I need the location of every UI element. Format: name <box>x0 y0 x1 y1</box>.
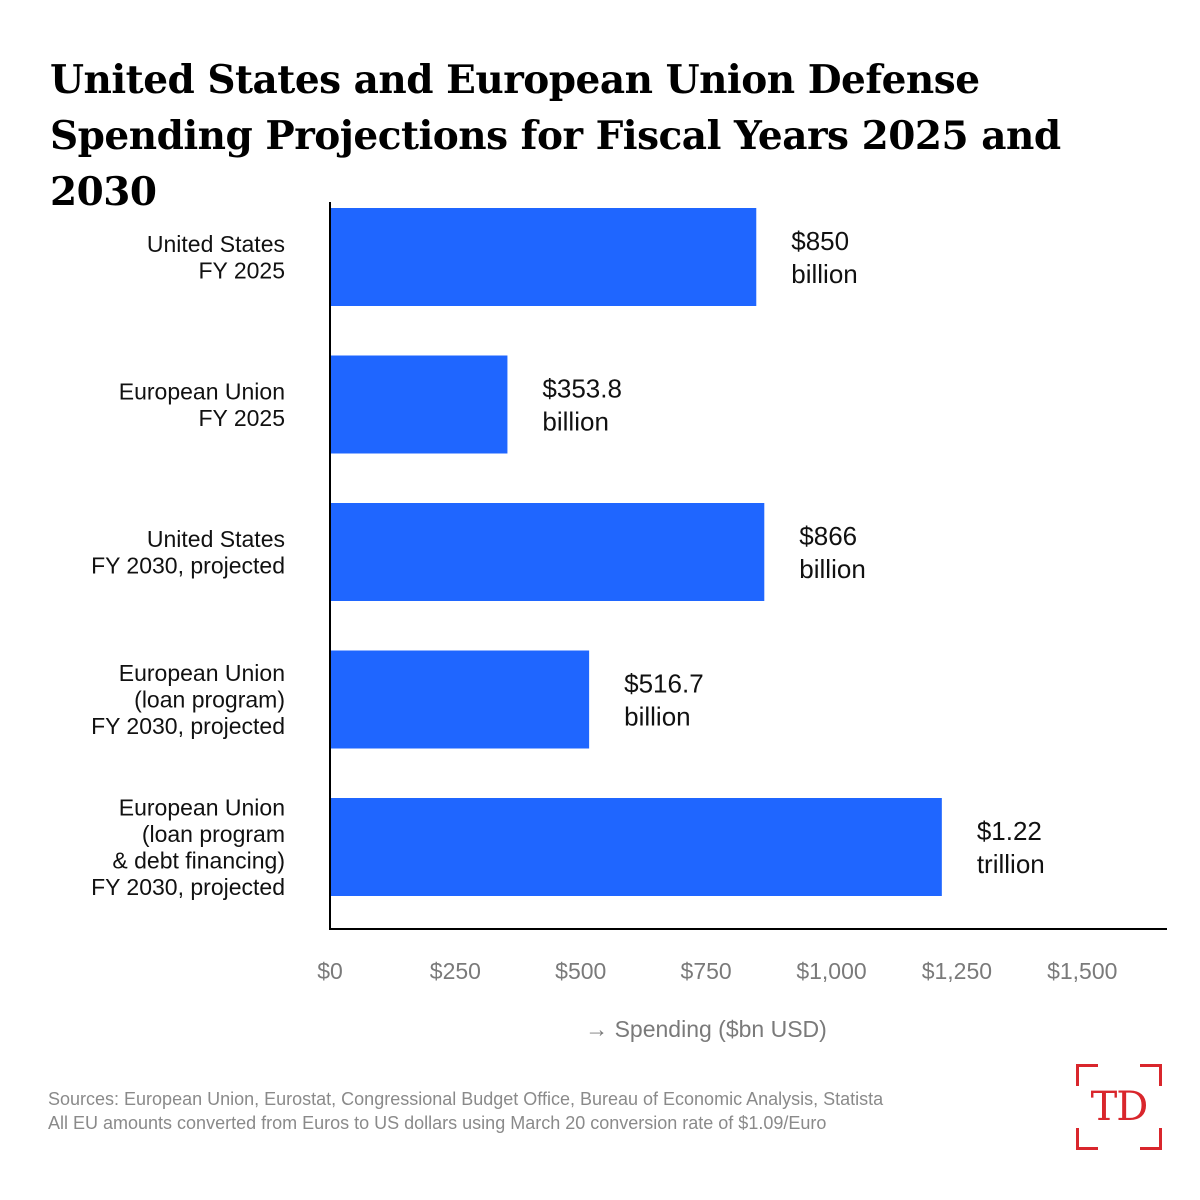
category-label: United States <box>147 526 285 552</box>
bar <box>330 355 508 454</box>
category-label: United States <box>147 231 285 257</box>
value-label: $353.8 <box>542 374 622 404</box>
logo-text: TD <box>1090 1084 1149 1130</box>
x-axis-title: → Spending ($bn USD) <box>585 1016 827 1042</box>
x-tick-label: $1,500 <box>1047 958 1117 984</box>
x-tick-label: $1,250 <box>922 958 992 984</box>
category-label: FY 2030, projected <box>91 874 285 900</box>
bar <box>330 503 765 601</box>
value-label: $850 <box>791 226 849 256</box>
bar <box>330 208 757 306</box>
category-label: (loan program <box>142 821 285 847</box>
x-tick-label: $500 <box>555 958 606 984</box>
category-label: European Union <box>119 794 285 820</box>
value-label: $866 <box>799 521 857 551</box>
category-label: (loan program) <box>134 687 285 713</box>
value-label: $1.22 <box>977 816 1042 846</box>
x-tick-label: $0 <box>317 958 343 984</box>
logo-frame-icon <box>1076 1064 1162 1150</box>
chart-title: United States and European Union Defense… <box>50 57 1061 215</box>
category-label: FY 2030, projected <box>91 552 285 578</box>
value-label: trillion <box>977 849 1045 879</box>
x-tick-label: $750 <box>681 958 732 984</box>
value-label: billion <box>624 702 691 732</box>
x-tick-label: $1,000 <box>796 958 866 984</box>
value-label: billion <box>791 259 858 289</box>
td-logo: TD <box>1076 1064 1162 1150</box>
bar <box>330 650 590 749</box>
category-label: & debt financing) <box>112 847 285 873</box>
x-tick-label: $250 <box>430 958 481 984</box>
category-label: FY 2030, projected <box>91 713 285 739</box>
source-note: Sources: European Union, Eurostat, Congr… <box>48 1089 884 1109</box>
value-label: $516.7 <box>624 669 704 699</box>
value-label: billion <box>542 407 609 437</box>
conversion-note: All EU amounts converted from Euros to U… <box>48 1113 827 1133</box>
category-label: FY 2025 <box>198 257 285 283</box>
category-label: European Union <box>119 378 285 404</box>
category-label: European Union <box>119 660 285 686</box>
bar <box>330 798 942 896</box>
category-label: FY 2025 <box>198 405 285 431</box>
value-label: billion <box>799 554 866 584</box>
